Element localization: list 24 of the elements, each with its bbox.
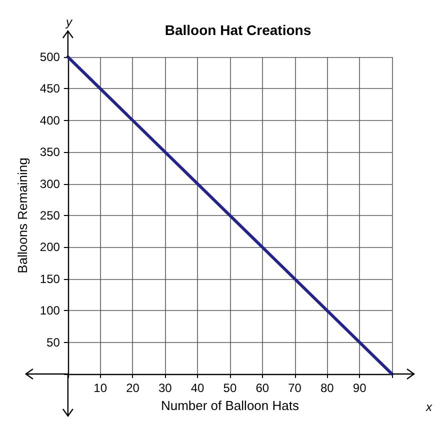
x-tick-label: 20 <box>126 381 140 395</box>
x-tick-label: 80 <box>320 381 334 395</box>
x-tick-label: 30 <box>158 381 172 395</box>
text: y <box>65 15 73 29</box>
y-tick-label: 100 <box>40 304 60 318</box>
y-tick-label: 200 <box>40 240 60 254</box>
y-tick-label: 400 <box>40 113 60 128</box>
y-tick-label: 300 <box>40 176 60 191</box>
text: x <box>425 400 433 414</box>
y-tick-label: 500 <box>40 50 60 64</box>
x-axis-title: Number of Balloon Hats <box>160 398 300 413</box>
x-tick-label: 10 <box>94 381 108 395</box>
y-tick-label: 250 <box>40 208 60 222</box>
chart-title: Balloon Hat Creations <box>164 22 312 38</box>
y-tick-label: 150 <box>40 272 60 286</box>
x-tick-label: 70 <box>288 381 302 395</box>
y-axis-title: Balloons Remaining <box>15 158 30 274</box>
x-tick-label: 40 <box>190 381 205 395</box>
y-tick-label: 450 <box>40 82 60 96</box>
x-tick-label: 50 <box>223 381 237 395</box>
y-tick-label: 350 <box>40 145 60 160</box>
x-tick-label: 60 <box>256 381 270 395</box>
x-tick-label: 90 <box>352 381 367 395</box>
y-tick-label: 50 <box>46 335 60 350</box>
